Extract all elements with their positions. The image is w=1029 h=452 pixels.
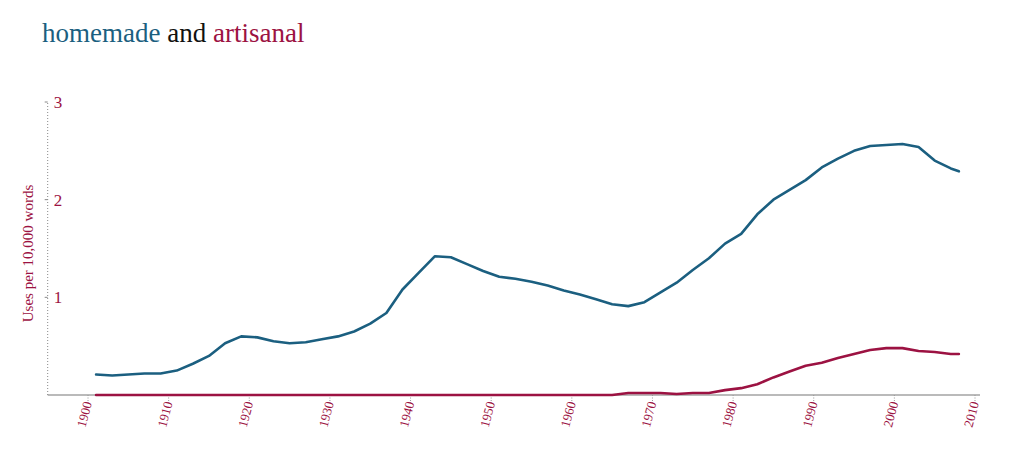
title-word: homemade [42,18,160,48]
x-tick [733,395,734,403]
title-word: and [160,18,206,48]
x-tick [894,395,895,403]
x-tick-label: 2000 [880,400,901,429]
x-tick-label: 1970 [638,400,659,429]
x-tick-label: 1980 [719,400,740,429]
x-tick-label: 1960 [558,400,579,429]
x-tick-label: 1990 [799,400,820,429]
y-tick [45,102,48,103]
y-tick-label: 3 [54,93,63,112]
x-tick [652,395,653,403]
chart: homemade and artisanal 1 2 3 Uses per 10,000… [0,0,1029,452]
x-tick-label: 2010 [961,400,982,429]
x-tick-label: 1930 [316,400,337,429]
y-tick-label: 1 [54,288,63,307]
x-tick [975,395,976,403]
x-tick [813,395,814,403]
series-line [96,144,959,375]
y-tick-label: 2 [54,191,63,210]
title: homemade and artisanal [42,18,304,48]
y-axis [47,102,48,395]
x-tick-label: 1950 [477,400,498,429]
y-tick [45,199,48,200]
series-line [96,348,959,395]
x-tick-label: 1910 [154,400,175,429]
x-tick-label: 1940 [396,400,417,429]
x-tick-label: 1900 [74,400,95,429]
y-tick [45,297,48,298]
x-tick-label: 1920 [235,400,256,429]
title-word: artisanal [206,18,304,48]
plot-area [96,144,959,395]
y-axis-label: Uses per 10,000 words [20,185,36,323]
x-tick [88,395,89,403]
